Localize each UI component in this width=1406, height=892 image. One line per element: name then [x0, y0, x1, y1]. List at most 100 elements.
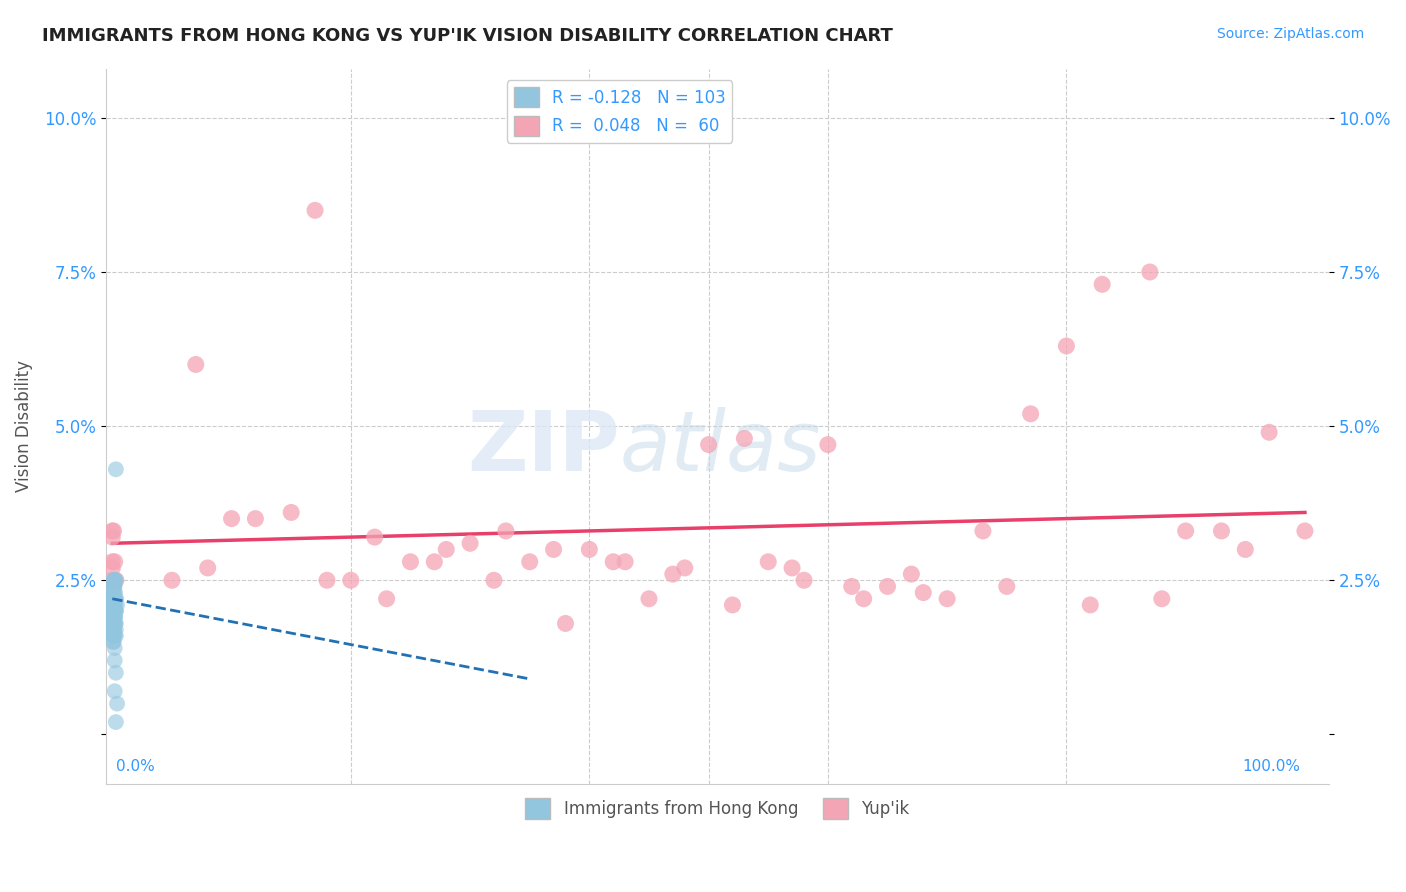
Point	[103, 591, 125, 606]
Point	[733, 432, 755, 446]
Point	[543, 542, 565, 557]
Point	[103, 598, 125, 612]
Point	[103, 591, 125, 606]
Point	[638, 591, 661, 606]
Point	[103, 610, 125, 624]
Point	[104, 598, 127, 612]
Y-axis label: Vision Disability: Vision Disability	[15, 360, 32, 492]
Point	[103, 629, 125, 643]
Point	[340, 574, 363, 588]
Point	[103, 579, 125, 593]
Point	[184, 358, 207, 372]
Point	[852, 591, 875, 606]
Point	[103, 616, 125, 631]
Point	[101, 604, 124, 618]
Point	[103, 579, 125, 593]
Point	[434, 542, 457, 557]
Text: 0.0%: 0.0%	[117, 759, 155, 774]
Point	[105, 598, 128, 612]
Point	[101, 604, 124, 618]
Point	[423, 555, 446, 569]
Point	[841, 579, 863, 593]
Point	[363, 530, 385, 544]
Point	[1091, 277, 1114, 292]
Point	[1211, 524, 1233, 538]
Point	[101, 616, 124, 631]
Point	[662, 567, 685, 582]
Point	[101, 623, 124, 637]
Point	[160, 574, 183, 588]
Point	[103, 623, 125, 637]
Point	[304, 203, 326, 218]
Point	[103, 635, 125, 649]
Point	[995, 579, 1018, 593]
Point	[104, 604, 127, 618]
Point	[104, 653, 127, 667]
Point	[602, 555, 624, 569]
Point	[1078, 598, 1101, 612]
Point	[104, 604, 127, 618]
Point	[104, 574, 127, 588]
Point	[482, 574, 505, 588]
Point	[103, 591, 125, 606]
Legend: Immigrants from Hong Kong, Yup'ik: Immigrants from Hong Kong, Yup'ik	[519, 792, 917, 825]
Point	[103, 616, 125, 631]
Point	[103, 610, 125, 624]
Point	[103, 591, 125, 606]
Point	[1234, 542, 1257, 557]
Point	[1174, 524, 1197, 538]
Point	[245, 511, 267, 525]
Point	[1019, 407, 1042, 421]
Point	[876, 579, 898, 593]
Point	[101, 616, 124, 631]
Point	[104, 598, 127, 612]
Point	[103, 629, 125, 643]
Point	[458, 536, 481, 550]
Text: Source: ZipAtlas.com: Source: ZipAtlas.com	[1216, 27, 1364, 41]
Point	[104, 574, 127, 588]
Point	[103, 585, 125, 599]
Point	[104, 616, 127, 631]
Point	[101, 604, 124, 618]
Point	[103, 629, 125, 643]
Point	[817, 437, 839, 451]
Point	[104, 604, 127, 618]
Point	[103, 604, 125, 618]
Point	[104, 591, 127, 606]
Point	[519, 555, 541, 569]
Point	[495, 524, 517, 538]
Point	[103, 598, 125, 612]
Point	[104, 641, 127, 656]
Point	[697, 437, 720, 451]
Point	[936, 591, 959, 606]
Point	[280, 505, 302, 519]
Point	[721, 598, 744, 612]
Point	[1150, 591, 1173, 606]
Point	[103, 604, 125, 618]
Point	[104, 610, 127, 624]
Point	[103, 598, 125, 612]
Point	[104, 598, 127, 612]
Point	[104, 629, 127, 643]
Point	[375, 591, 398, 606]
Point	[101, 604, 124, 618]
Point	[103, 610, 125, 624]
Point	[103, 623, 125, 637]
Point	[104, 555, 127, 569]
Point	[105, 697, 128, 711]
Point	[104, 629, 127, 643]
Text: atlas: atlas	[620, 407, 821, 488]
Point	[104, 462, 127, 476]
Point	[104, 616, 127, 631]
Point	[104, 616, 127, 631]
Point	[103, 604, 125, 618]
Point	[399, 555, 422, 569]
Point	[103, 629, 125, 643]
Point	[316, 574, 339, 588]
Point	[103, 623, 125, 637]
Point	[101, 561, 124, 575]
Point	[101, 555, 124, 569]
Point	[578, 542, 600, 557]
Point	[103, 616, 125, 631]
Point	[900, 567, 922, 582]
